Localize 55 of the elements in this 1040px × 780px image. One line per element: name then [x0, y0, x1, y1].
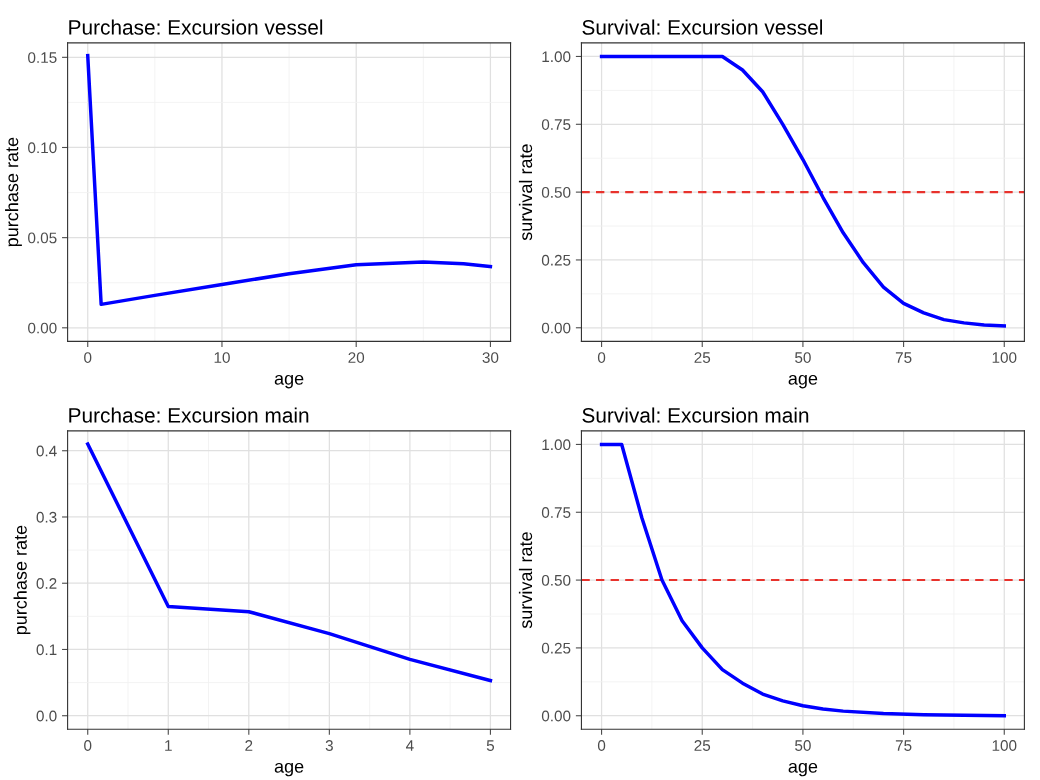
x-tick-label: 100 — [992, 352, 1017, 363]
y-tick-label: 0.00 — [28, 322, 57, 334]
x-axis-title: age — [274, 374, 304, 389]
x-axis-title: age — [788, 762, 818, 777]
line-series — [85, 53, 493, 307]
x-axis-title: age — [788, 374, 818, 389]
x-tick-label: 1 — [165, 740, 172, 751]
line-series — [599, 442, 1007, 718]
y-tick-label: 0.50 — [541, 186, 571, 198]
y-tick-label: 0.75 — [541, 507, 571, 518]
line-series — [599, 54, 1007, 328]
y-tick-label: 0.3 — [36, 511, 57, 523]
y-tick-label: 0.05 — [28, 232, 57, 244]
x-tick-label: 50 — [795, 352, 811, 363]
x-tick-label: 0 — [597, 352, 606, 363]
y-tick-label: 1.00 — [542, 51, 571, 63]
x-tick-label: 25 — [694, 740, 711, 751]
x-tick-label: 0 — [597, 740, 606, 751]
x-tick-label: 2 — [245, 740, 253, 751]
line-series — [85, 442, 493, 683]
x-tick-label: 10 — [214, 352, 230, 363]
x-tick-label: 50 — [795, 740, 811, 751]
y-axis-title: survival rate — [518, 532, 533, 629]
y-tick-label: 0.10 — [28, 142, 57, 154]
x-tick-label: 30 — [482, 352, 499, 363]
y-tick-label: 0.50 — [541, 574, 571, 586]
y-axis-title: purchase rate — [5, 137, 22, 247]
y-tick-label: 0.0 — [36, 710, 57, 722]
x-tick-label: 4 — [405, 740, 414, 751]
y-tick-label: 0.15 — [28, 52, 57, 64]
y-tick-label: 0.2 — [36, 578, 57, 589]
x-tick-label: 5 — [486, 740, 495, 751]
x-tick-label: 75 — [895, 740, 912, 751]
y-tick-label: 1.00 — [542, 439, 571, 451]
y-tick-label: 0.1 — [36, 644, 57, 656]
chart-title: Purchase: Excursion vessel — [69, 19, 323, 35]
x-axis-title: age — [274, 762, 304, 777]
chart-title: Purchase: Excursion main — [69, 407, 309, 423]
y-axis-title: purchase rate — [13, 525, 31, 635]
x-tick-label: 3 — [325, 740, 333, 751]
y-tick-label: 0.4 — [36, 445, 57, 457]
x-tick-label: 100 — [992, 740, 1017, 751]
y-tick-label: 0.75 — [541, 119, 571, 130]
y-tick-label: 0.25 — [541, 254, 571, 266]
y-tick-label: 0.00 — [541, 322, 571, 334]
x-tick-label: 75 — [895, 352, 912, 363]
x-tick-label: 25 — [694, 352, 711, 363]
x-tick-label: 0 — [84, 740, 92, 751]
chart-title: Survival: Excursion vessel — [582, 19, 823, 35]
x-tick-label: 20 — [348, 352, 365, 363]
chart-title: Survival: Excursion main — [582, 407, 809, 423]
y-tick-label: 0.00 — [541, 710, 571, 722]
x-tick-label: 0 — [84, 352, 92, 363]
y-tick-label: 0.25 — [541, 642, 571, 654]
y-axis-title: survival rate — [518, 144, 533, 241]
